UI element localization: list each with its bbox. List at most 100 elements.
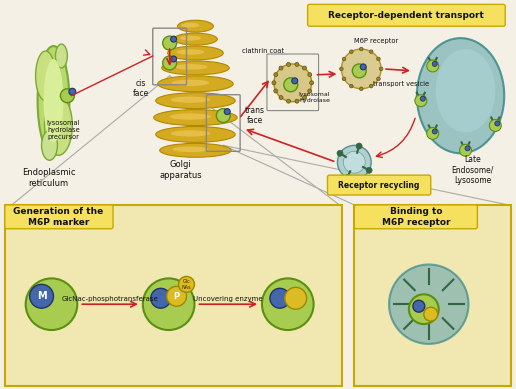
- Text: lysosomal
hydrolase: lysosomal hydrolase: [299, 92, 330, 103]
- Circle shape: [284, 78, 298, 92]
- Text: P: P: [173, 292, 180, 301]
- Text: lysosomal
hydrolase
precursor: lysosomal hydrolase precursor: [46, 121, 80, 140]
- Ellipse shape: [160, 144, 231, 157]
- Circle shape: [344, 175, 350, 180]
- Circle shape: [356, 143, 362, 149]
- Circle shape: [415, 95, 427, 107]
- Circle shape: [302, 96, 307, 100]
- Circle shape: [465, 146, 470, 151]
- Ellipse shape: [154, 110, 237, 126]
- Circle shape: [167, 286, 186, 306]
- Text: trans
face: trans face: [245, 106, 265, 125]
- Ellipse shape: [168, 46, 223, 60]
- FancyBboxPatch shape: [308, 4, 505, 26]
- Ellipse shape: [176, 49, 204, 55]
- Ellipse shape: [38, 46, 69, 155]
- Circle shape: [427, 128, 439, 139]
- Ellipse shape: [178, 20, 213, 32]
- Circle shape: [171, 36, 176, 42]
- Ellipse shape: [44, 96, 72, 155]
- Ellipse shape: [156, 93, 235, 109]
- Circle shape: [337, 145, 371, 179]
- Circle shape: [342, 57, 346, 61]
- Ellipse shape: [172, 80, 209, 86]
- Circle shape: [308, 89, 312, 93]
- Ellipse shape: [162, 61, 229, 75]
- Circle shape: [340, 67, 343, 71]
- Text: clathrin coat: clathrin coat: [242, 48, 284, 54]
- Ellipse shape: [170, 113, 212, 120]
- FancyBboxPatch shape: [354, 205, 477, 229]
- Circle shape: [349, 84, 353, 88]
- Text: cis
face: cis face: [133, 79, 149, 98]
- Ellipse shape: [173, 33, 217, 45]
- Ellipse shape: [173, 147, 208, 152]
- Ellipse shape: [43, 59, 63, 142]
- Circle shape: [295, 62, 299, 67]
- Ellipse shape: [436, 49, 495, 132]
- Ellipse shape: [173, 64, 207, 70]
- Circle shape: [295, 99, 299, 103]
- Circle shape: [151, 288, 171, 308]
- Circle shape: [308, 73, 312, 77]
- FancyBboxPatch shape: [328, 175, 431, 195]
- Circle shape: [360, 64, 366, 70]
- Circle shape: [270, 288, 290, 308]
- Circle shape: [274, 73, 278, 77]
- Text: Glc
NAs: Glc NAs: [182, 279, 191, 290]
- Text: Generation of the
M6P marker: Generation of the M6P marker: [13, 207, 104, 226]
- Circle shape: [409, 294, 439, 324]
- Circle shape: [29, 284, 54, 308]
- Circle shape: [285, 287, 307, 309]
- Circle shape: [369, 50, 373, 54]
- Circle shape: [427, 60, 439, 72]
- Circle shape: [489, 119, 501, 131]
- Ellipse shape: [156, 126, 235, 142]
- Circle shape: [163, 56, 176, 70]
- Text: Receptor recycling: Receptor recycling: [338, 180, 420, 189]
- Circle shape: [360, 47, 363, 51]
- Circle shape: [432, 129, 437, 134]
- Text: Receptor-dependent transport: Receptor-dependent transport: [328, 11, 484, 20]
- Circle shape: [342, 49, 381, 89]
- Ellipse shape: [180, 36, 201, 40]
- Circle shape: [377, 57, 380, 61]
- Bar: [5, 205, 343, 385]
- Circle shape: [377, 77, 380, 81]
- Circle shape: [413, 300, 425, 312]
- Circle shape: [286, 99, 291, 103]
- Circle shape: [274, 64, 312, 102]
- Circle shape: [366, 167, 372, 173]
- Circle shape: [379, 67, 383, 71]
- Circle shape: [69, 88, 76, 95]
- Ellipse shape: [171, 96, 211, 103]
- Circle shape: [302, 66, 307, 70]
- Text: Binding to
M6P receptor: Binding to M6P receptor: [382, 207, 450, 226]
- Circle shape: [279, 96, 283, 100]
- Circle shape: [274, 89, 278, 93]
- Text: Late
Endosome/
Lysosome: Late Endosome/ Lysosome: [452, 155, 494, 185]
- Circle shape: [432, 61, 437, 67]
- Circle shape: [495, 121, 500, 126]
- Circle shape: [292, 78, 298, 84]
- Circle shape: [310, 81, 314, 85]
- Circle shape: [286, 62, 291, 67]
- Ellipse shape: [36, 51, 55, 101]
- Circle shape: [224, 109, 230, 115]
- Circle shape: [369, 84, 373, 88]
- Circle shape: [60, 89, 74, 103]
- Text: GlcNac-phosphotransferase: GlcNac-phosphotransferase: [62, 296, 158, 302]
- Circle shape: [342, 77, 346, 81]
- Circle shape: [163, 36, 176, 50]
- Circle shape: [26, 279, 77, 330]
- Circle shape: [171, 56, 176, 62]
- Circle shape: [343, 151, 365, 173]
- Circle shape: [352, 64, 366, 78]
- FancyBboxPatch shape: [5, 205, 113, 229]
- Text: Golgi
apparatus: Golgi apparatus: [159, 161, 202, 180]
- Circle shape: [460, 144, 472, 156]
- Circle shape: [272, 81, 276, 85]
- Text: Endoplasmic
reticulum: Endoplasmic reticulum: [22, 168, 75, 188]
- Circle shape: [262, 279, 314, 330]
- Circle shape: [279, 66, 283, 70]
